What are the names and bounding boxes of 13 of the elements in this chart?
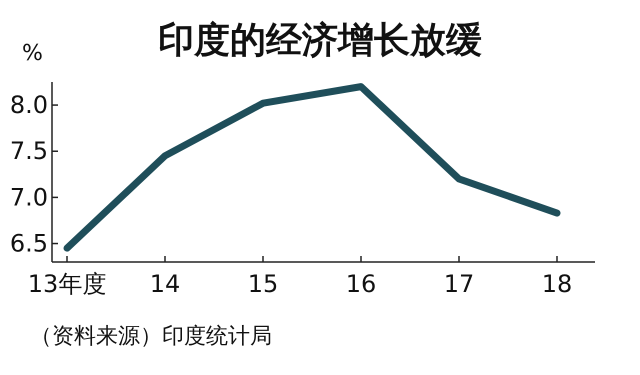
y-axis-title: % (22, 41, 43, 66)
y-tick-label: 8.0 (10, 91, 48, 120)
x-tick-label: 18 (542, 270, 572, 298)
chart-title: 印度的经济增长放缓 (158, 20, 482, 61)
x-tick-label: 15 (248, 270, 278, 298)
x-tick-label: 14 (150, 270, 180, 298)
text: （资料来源）印度统计局 (30, 324, 272, 349)
y-tick-label: 7.0 (10, 183, 48, 212)
y-tick-label: 6.5 (10, 230, 48, 258)
y-tick-label: 7.5 (10, 137, 48, 166)
x-tick-label: 17 (444, 270, 474, 298)
x-tick-label: 16 (346, 270, 376, 298)
x-tick-label: 13年度 (28, 270, 106, 298)
